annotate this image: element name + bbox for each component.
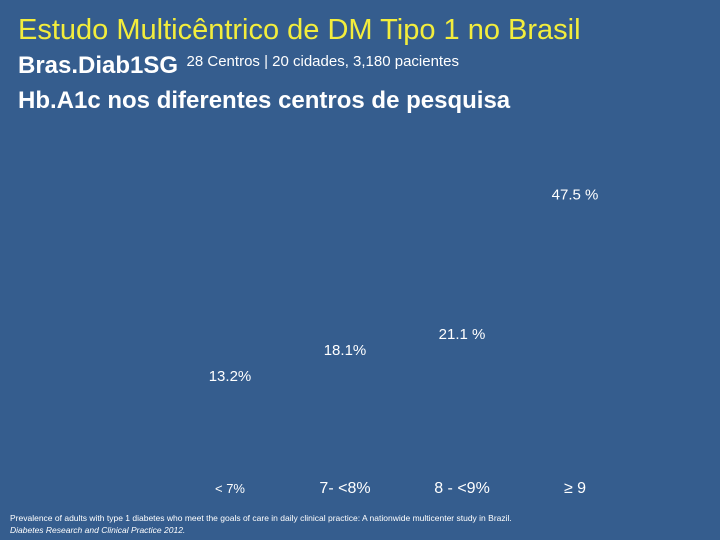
category-label: 7- <8%: [319, 480, 370, 497]
category-label: ≥ 9: [564, 480, 586, 497]
study-name: Bras.Diab1SG: [18, 52, 179, 79]
category-label: < 7%: [215, 481, 245, 496]
chart-heading: Hb.A1c nos diferentes centros de pesquis…: [18, 87, 511, 114]
data-label: 18.1%: [324, 342, 367, 359]
subtitle-line: Bras.Diab1SG 28 Centros | 20 cidades, 3,…: [18, 52, 459, 80]
chart-bar: [200, 390, 260, 460]
chart-bar: [432, 348, 492, 460]
data-label: 21.1 %: [439, 326, 486, 343]
citation-footnote: Prevalence of adults with type 1 diabete…: [10, 512, 512, 536]
chart-bar: [315, 364, 375, 460]
citation-title: Prevalence of adults with type 1 diabete…: [10, 513, 512, 523]
category-label: 8 - <9%: [434, 480, 490, 497]
study-details: 28 Centros | 20 cidades, 3,180 pacientes: [186, 53, 459, 70]
citation-journal: Diabetes Research and Clinical Practice …: [10, 525, 186, 535]
data-label: 13.2%: [209, 368, 252, 385]
slide-title: Estudo Multicêntrico de DM Tipo 1 no Bra…: [18, 14, 581, 46]
chart-bar: [545, 208, 605, 460]
data-label: 47.5 %: [552, 186, 599, 203]
